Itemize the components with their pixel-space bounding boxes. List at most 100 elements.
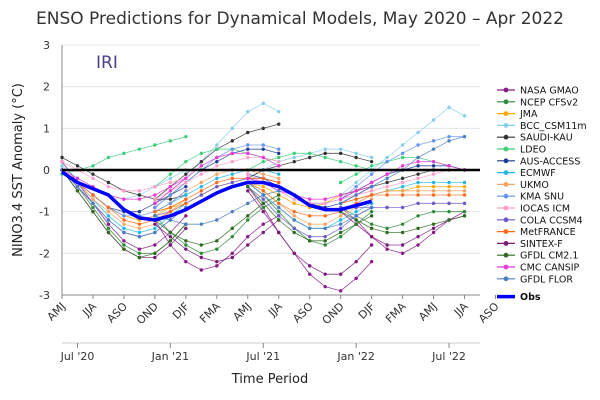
data-point	[338, 201, 343, 206]
data-point	[277, 180, 281, 185]
data-point	[416, 193, 420, 197]
data-point	[137, 230, 142, 235]
data-point	[323, 147, 327, 151]
legend-label: GFDL CM2.1	[520, 251, 578, 262]
data-point	[277, 218, 281, 222]
data-point	[199, 193, 204, 197]
data-point	[400, 193, 405, 197]
data-point	[261, 193, 265, 197]
data-point	[416, 214, 420, 218]
data-point	[400, 222, 405, 226]
data-point	[199, 180, 204, 185]
data-point	[308, 151, 312, 156]
data-point	[338, 214, 343, 218]
season-tick-label: JJA	[79, 300, 99, 320]
data-point	[447, 164, 451, 168]
data-point	[338, 222, 343, 226]
data-point	[338, 197, 343, 201]
legend-marker	[503, 276, 509, 282]
data-point	[431, 201, 436, 206]
data-point	[292, 226, 296, 231]
data-point	[261, 184, 265, 189]
month-tick-label: Jul '22	[431, 350, 466, 363]
data-point	[184, 226, 188, 231]
data-point	[199, 159, 204, 164]
data-point	[277, 214, 281, 218]
data-point	[447, 189, 451, 193]
data-point	[168, 184, 173, 189]
legend-marker	[503, 217, 509, 223]
iri-watermark: IRI	[96, 53, 118, 73]
data-point	[385, 184, 389, 189]
season-tick-label: AMJ	[45, 300, 69, 324]
season-tick-label: ASO	[476, 300, 502, 326]
data-point	[122, 197, 126, 201]
data-point	[323, 214, 327, 218]
data-point	[369, 222, 374, 226]
legend-label: BCC_CSM11m	[520, 121, 587, 132]
data-point	[91, 197, 95, 201]
data-point	[153, 201, 157, 206]
data-point	[462, 201, 467, 206]
data-point	[369, 234, 374, 239]
data-point	[277, 230, 281, 235]
y-tick-label: 2	[43, 81, 50, 94]
legend-marker	[503, 205, 509, 211]
data-point	[153, 243, 157, 247]
data-point	[385, 193, 389, 197]
season-tick-label: AMJ	[230, 300, 254, 324]
data-point	[416, 201, 420, 206]
data-point	[400, 143, 405, 147]
data-point	[137, 193, 142, 197]
data-point	[323, 284, 327, 289]
data-point	[400, 230, 405, 235]
series-metfrance	[60, 168, 467, 226]
data-point	[277, 151, 281, 156]
data-point	[153, 205, 157, 210]
series-gfdl-cm2-1	[60, 168, 467, 260]
data-point	[184, 134, 188, 139]
data-point	[199, 172, 204, 176]
legend-marker	[503, 134, 509, 140]
data-point	[261, 143, 265, 147]
legend-label: NASA GMAO	[520, 86, 579, 97]
data-point	[153, 251, 157, 256]
legend-marker	[503, 252, 509, 258]
data-point	[385, 247, 389, 251]
data-point	[416, 184, 420, 189]
data-point	[277, 201, 281, 206]
data-point	[354, 218, 358, 222]
data-point	[416, 180, 420, 185]
data-point	[400, 251, 405, 256]
data-point	[261, 126, 265, 131]
data-point	[447, 184, 451, 189]
data-point	[184, 172, 188, 176]
data-point	[338, 272, 343, 276]
x-axis-label: Time Period	[231, 372, 308, 387]
data-point	[184, 247, 188, 251]
data-point	[431, 193, 436, 197]
data-point	[462, 193, 467, 197]
y-tick-label: 0	[43, 164, 50, 177]
data-point	[122, 247, 126, 251]
data-point	[277, 172, 281, 176]
data-point	[277, 205, 281, 210]
data-point	[354, 155, 358, 160]
data-point	[369, 209, 374, 214]
data-point	[60, 155, 64, 160]
data-point	[106, 226, 111, 231]
season-tick-label: FMA	[197, 300, 223, 326]
data-point	[184, 214, 188, 218]
data-point	[431, 209, 436, 214]
data-point	[246, 201, 250, 206]
data-point	[292, 209, 296, 214]
season-tick-label: JJA	[451, 300, 471, 320]
data-point	[462, 189, 467, 193]
data-point	[308, 239, 312, 243]
data-point	[122, 151, 126, 156]
data-point	[199, 255, 204, 260]
data-point	[215, 172, 219, 176]
data-point	[153, 197, 157, 201]
data-point	[246, 214, 250, 218]
data-point	[385, 159, 389, 164]
